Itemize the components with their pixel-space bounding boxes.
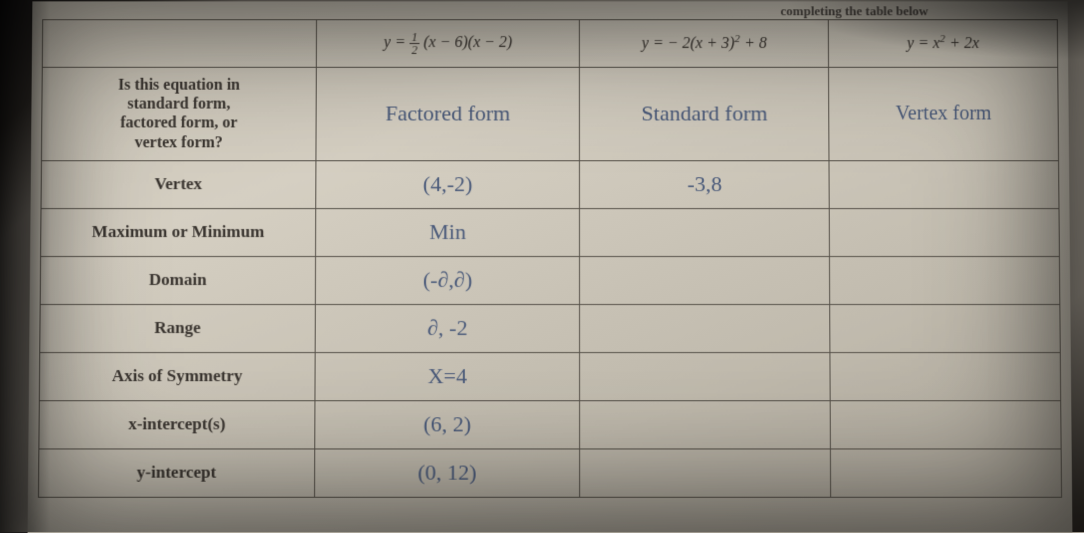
answer-axis-1: X=4: [428, 363, 467, 388]
worksheet-paper: completing the table below y = 12 (x − 6…: [28, 1, 1073, 533]
answer-vertex-2: -3,8: [687, 171, 722, 196]
row-label-xint: x-intercept(s): [39, 400, 315, 448]
equation-2-header: y = − 2(x + 3)2 + 8: [580, 20, 829, 68]
answer-vertex-1: (4,-2): [423, 171, 472, 196]
table-row: x-intercept(s) (6, 2): [39, 400, 1061, 448]
row-label-domain: Domain: [40, 256, 315, 304]
answer-range-1: ∂, -2: [427, 315, 467, 340]
table-row: Range ∂, -2: [40, 304, 1061, 352]
row-label-range: Range: [40, 304, 315, 352]
row-label-maxmin: Maximum or Minimum: [41, 208, 316, 256]
header-row: y = 12 (x − 6)(x − 2) y = − 2(x + 3)2 + …: [42, 20, 1057, 68]
answer-domain-1: (-∂,∂): [423, 267, 472, 292]
equation-3-header: y = x2 + 2x: [829, 20, 1058, 68]
row-label-yint: y-intercept: [38, 449, 314, 497]
row-label-form: Is this equation instandard form,factore…: [41, 67, 316, 160]
table-row: Vertex (4,-2) -3,8: [41, 161, 1059, 209]
answer-form-3: Vertex form: [896, 102, 992, 124]
row-label-axis: Axis of Symmetry: [39, 352, 315, 400]
answer-form-1: Factored form: [385, 101, 510, 126]
equation-1-header: y = 12 (x − 6)(x − 2): [316, 20, 580, 68]
header-blank: [42, 20, 316, 68]
table-row: Domain (-∂,∂): [40, 256, 1060, 304]
quadratic-table: y = 12 (x − 6)(x − 2) y = − 2(x + 3)2 + …: [38, 19, 1062, 497]
header-fragment: completing the table below: [781, 3, 929, 19]
answer-form-2: Standard form: [641, 101, 767, 126]
table-row: Axis of Symmetry X=4: [39, 352, 1060, 400]
row-label-vertex: Vertex: [41, 161, 316, 209]
table-row: Maximum or Minimum Min: [41, 208, 1060, 256]
answer-yint-1: (0, 12): [418, 460, 477, 485]
table-row: y-intercept (0, 12): [38, 449, 1061, 497]
answer-maxmin-1: Min: [429, 219, 466, 244]
table-row: Is this equation instandard form,factore…: [41, 67, 1058, 160]
answer-xint-1: (6, 2): [423, 412, 471, 437]
